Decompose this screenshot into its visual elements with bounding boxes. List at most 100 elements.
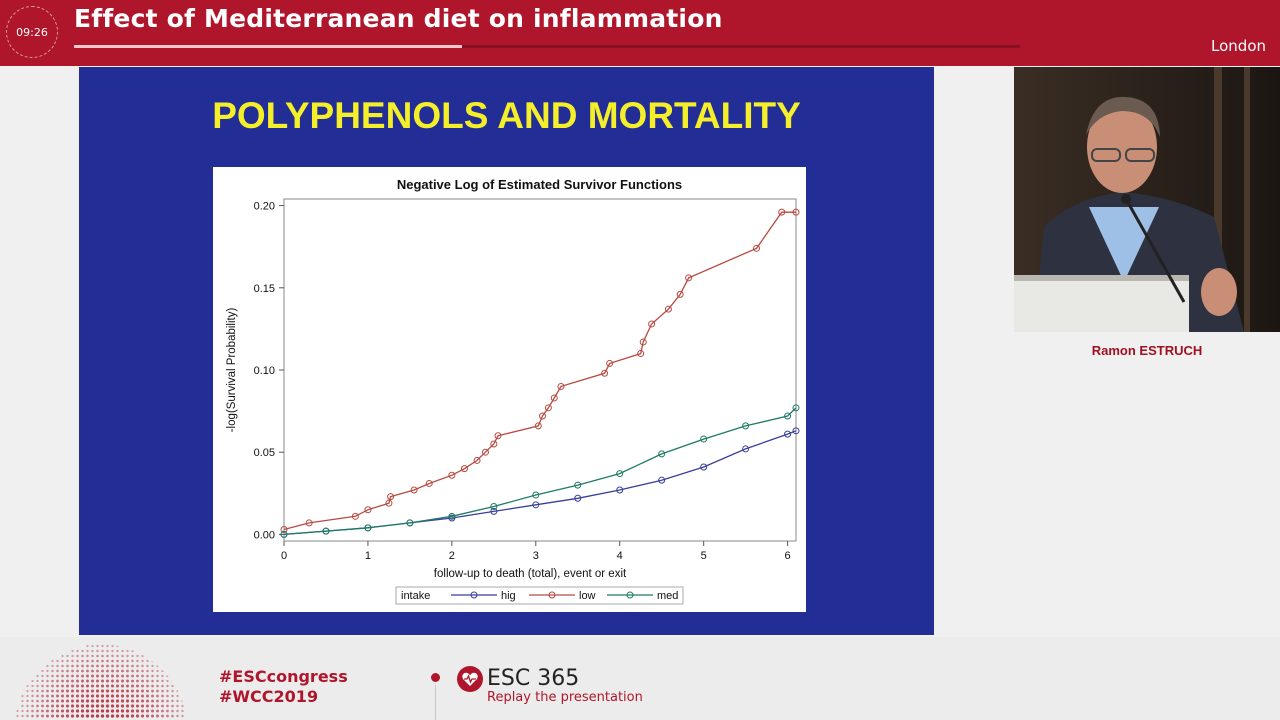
globe-dot <box>76 679 79 683</box>
globe-dot <box>126 674 129 678</box>
x-tick-label: 3 <box>533 550 539 562</box>
globe-dot <box>130 709 135 713</box>
globe-dot <box>81 669 84 673</box>
globe-dot <box>31 704 34 708</box>
globe-dot <box>131 684 134 688</box>
globe-dot <box>135 704 140 708</box>
globe-dot <box>105 699 110 703</box>
globe-dot <box>76 654 79 658</box>
globe-dot <box>31 684 34 688</box>
globe-dot <box>61 674 64 678</box>
globe-dot <box>76 669 79 673</box>
globe-dot <box>26 689 29 693</box>
globe-dot <box>116 664 119 668</box>
globe-dot <box>95 689 100 693</box>
data-point-low <box>448 471 456 479</box>
globe-dot <box>151 694 154 698</box>
x-tick-label: 1 <box>365 550 371 562</box>
esc365-brand[interactable]: ESC 365 <box>487 666 580 691</box>
x-tick-label: 5 <box>701 550 707 562</box>
globe-dot <box>80 714 85 718</box>
x-tick-label: 2 <box>449 550 455 562</box>
globe-dot <box>70 714 75 718</box>
globe-dot <box>85 699 90 703</box>
data-point-med <box>322 527 330 535</box>
globe-dot <box>86 649 89 653</box>
globe-dot <box>135 714 140 718</box>
globe-dot <box>31 679 34 683</box>
globe-dot <box>105 714 110 718</box>
data-point-low <box>601 369 609 377</box>
globe-dot <box>171 689 174 693</box>
globe-dot <box>90 699 95 703</box>
globe-dot <box>156 674 159 678</box>
globe-dot <box>85 714 90 718</box>
globe-dot <box>75 694 80 698</box>
globe-dot <box>106 669 109 673</box>
globe-dot <box>166 689 169 693</box>
globe-dot <box>116 679 119 683</box>
globe-dot <box>101 679 104 683</box>
globe-dot <box>56 659 59 663</box>
globe-dot <box>31 709 34 713</box>
globe-dot <box>41 669 44 673</box>
globe-dot <box>66 679 69 683</box>
data-point-low <box>387 493 395 501</box>
globe-dot <box>95 684 100 688</box>
session-title: Effect of Mediterranean diet on inflamma… <box>74 4 723 33</box>
data-point-low <box>534 422 542 430</box>
globe-dot <box>140 709 145 713</box>
globe-dot <box>85 709 90 713</box>
globe-dot <box>116 649 119 653</box>
globe-dot <box>145 714 150 718</box>
globe-dot <box>151 699 154 703</box>
globe-dot <box>106 649 109 653</box>
series-hig <box>280 427 800 538</box>
globe-dot <box>96 649 99 653</box>
globe-dot <box>146 704 149 708</box>
globe-dot <box>26 699 29 703</box>
globe-dot <box>95 704 100 708</box>
globe-dot <box>91 654 94 658</box>
globe-dot <box>156 714 159 718</box>
globe-dot <box>156 704 159 708</box>
globe-dot <box>125 704 130 708</box>
playback-progress-bar[interactable] <box>74 45 1020 48</box>
globe-dot <box>41 684 44 688</box>
globe-dot <box>110 704 115 708</box>
globe-dot <box>166 674 169 678</box>
data-point-low <box>550 394 558 402</box>
globe-dot <box>51 679 54 683</box>
globe-dot <box>136 684 139 688</box>
globe-dot <box>141 659 144 663</box>
globe-dot <box>136 679 139 683</box>
globe-dot <box>80 689 85 693</box>
globe-dot <box>120 709 125 713</box>
globe-dot <box>171 709 174 713</box>
globe-dot <box>171 694 174 698</box>
globe-dot <box>65 704 70 708</box>
globe-dot <box>110 684 115 688</box>
globe-dot <box>96 644 99 648</box>
data-point-med <box>792 404 800 412</box>
globe-dot <box>151 704 154 708</box>
globe-dot <box>111 649 114 653</box>
globe-dot <box>120 684 125 688</box>
data-point-low <box>685 274 693 282</box>
hashtag-esc-congress[interactable]: #ESCcongress <box>219 667 348 686</box>
globe-dot <box>76 674 79 678</box>
globe-dot <box>61 679 64 683</box>
globe-dot <box>46 674 49 678</box>
globe-dot <box>21 709 24 713</box>
globe-dot <box>136 689 139 693</box>
globe-dot <box>66 689 69 693</box>
globe-dot <box>71 674 74 678</box>
globe-dot <box>81 659 84 663</box>
data-point-hig <box>700 463 708 471</box>
globe-dot <box>141 674 144 678</box>
globe-dot <box>120 689 125 693</box>
hashtag-wcc[interactable]: #WCC2019 <box>219 687 319 706</box>
globe-dot <box>36 699 39 703</box>
replay-link[interactable]: Replay the presentation <box>487 690 643 705</box>
globe-dot <box>90 684 95 688</box>
